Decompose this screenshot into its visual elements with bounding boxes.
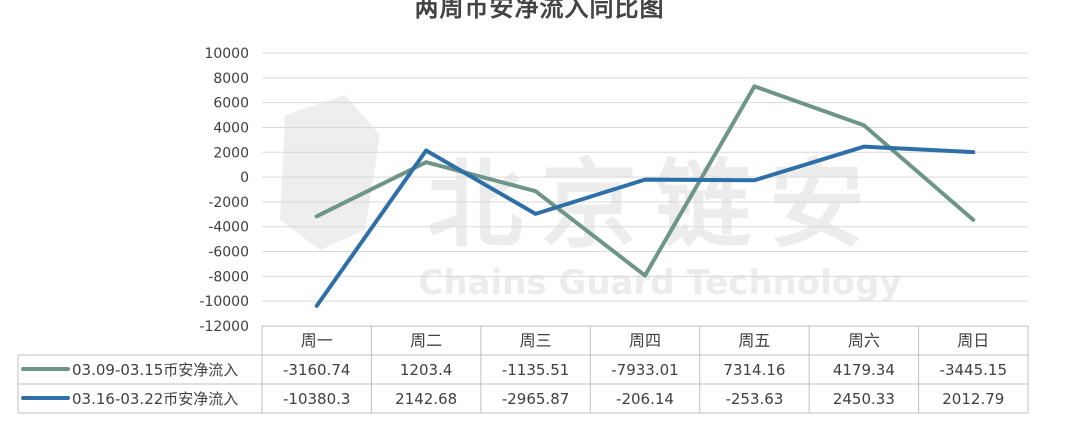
y-tick-label: 8000 xyxy=(213,71,249,87)
series-line-2 xyxy=(314,144,976,308)
legend-label-2: 03.16-03.22币安净流入 xyxy=(72,390,238,408)
chart-title: 两周币安净流入同比图 xyxy=(414,0,665,22)
y-tick-label: 4000 xyxy=(213,120,249,136)
data-table-value: -206.14 xyxy=(616,390,674,408)
data-table-value: -10380.3 xyxy=(283,390,350,408)
x-category-label: 周二 xyxy=(410,331,442,350)
x-category-label: 周日 xyxy=(957,331,989,350)
y-tick-label: -6000 xyxy=(208,245,249,261)
y-tick-label: 2000 xyxy=(213,145,249,161)
y-tick-label: -2000 xyxy=(208,195,249,211)
y-tick-label: 10000 xyxy=(204,46,249,62)
data-table-value: 2450.33 xyxy=(833,390,895,408)
data-table-value: 1203.4 xyxy=(400,361,453,379)
watermark-text: 北京链安 xyxy=(427,149,883,261)
data-table-value: -3445.15 xyxy=(940,361,1007,379)
data-table-value: 7314.16 xyxy=(723,361,785,379)
y-tick-label: -10000 xyxy=(199,294,249,310)
data-table-value: -3160.74 xyxy=(283,361,350,379)
series-line-1 xyxy=(314,84,976,278)
x-category-label: 周六 xyxy=(848,331,880,350)
x-category-label: 周三 xyxy=(520,331,552,350)
data-table-value: -7933.01 xyxy=(611,361,678,379)
data-table-value: -253.63 xyxy=(725,390,783,408)
data-table-value: -1135.51 xyxy=(502,361,569,379)
y-tick-label: -8000 xyxy=(208,269,249,285)
watermark-shield-icon xyxy=(280,95,380,250)
data-table-value: 2012.79 xyxy=(942,390,1004,408)
data-table-value: -2965.87 xyxy=(502,390,569,408)
x-category-label: 周一 xyxy=(301,331,333,350)
data-table-value: 4179.34 xyxy=(833,361,895,379)
x-category-label: 周五 xyxy=(738,331,770,350)
y-tick-label: -12000 xyxy=(199,319,249,335)
data-table-value: 2142.68 xyxy=(395,390,457,408)
y-tick-label: 0 xyxy=(240,170,249,186)
x-category-label: 周四 xyxy=(629,331,661,350)
legend-label-1: 03.09-03.15币安净流入 xyxy=(72,361,238,379)
y-tick-label: -4000 xyxy=(208,220,249,236)
watermark-subtext: Chains Guard Technology xyxy=(418,263,901,303)
y-tick-label: 6000 xyxy=(213,96,249,112)
